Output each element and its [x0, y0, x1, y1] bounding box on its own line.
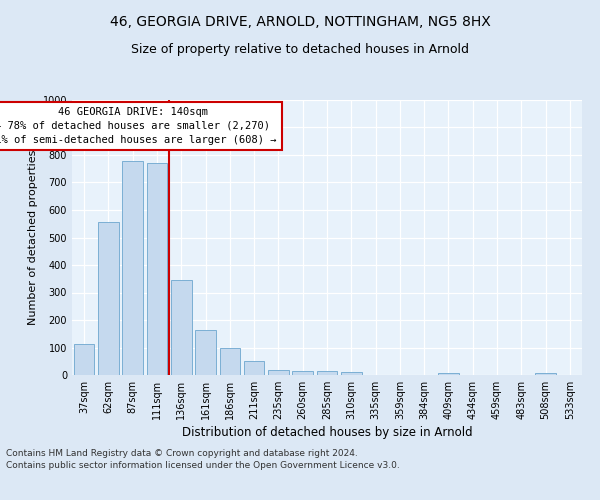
Bar [244, 360, 265, 375]
Bar [74, 344, 94, 375]
Bar [341, 372, 362, 375]
Bar [268, 370, 289, 375]
Bar [317, 371, 337, 375]
Text: 46, GEORGIA DRIVE, ARNOLD, NOTTINGHAM, NG5 8HX: 46, GEORGIA DRIVE, ARNOLD, NOTTINGHAM, N… [110, 15, 490, 29]
Text: Size of property relative to detached houses in Arnold: Size of property relative to detached ho… [131, 42, 469, 56]
Bar [195, 330, 216, 375]
Bar [98, 222, 119, 375]
Bar [146, 163, 167, 375]
Text: Contains public sector information licensed under the Open Government Licence v3: Contains public sector information licen… [6, 461, 400, 470]
Y-axis label: Number of detached properties: Number of detached properties [28, 150, 38, 325]
X-axis label: Distribution of detached houses by size in Arnold: Distribution of detached houses by size … [182, 426, 472, 439]
Bar [122, 161, 143, 375]
Text: 46 GEORGIA DRIVE: 140sqm
← 78% of detached houses are smaller (2,270)
21% of sem: 46 GEORGIA DRIVE: 140sqm ← 78% of detach… [0, 107, 277, 145]
Bar [292, 371, 313, 375]
Bar [171, 280, 191, 375]
Bar [535, 373, 556, 375]
Bar [220, 348, 240, 375]
Bar [438, 373, 459, 375]
Text: Contains HM Land Registry data © Crown copyright and database right 2024.: Contains HM Land Registry data © Crown c… [6, 448, 358, 458]
